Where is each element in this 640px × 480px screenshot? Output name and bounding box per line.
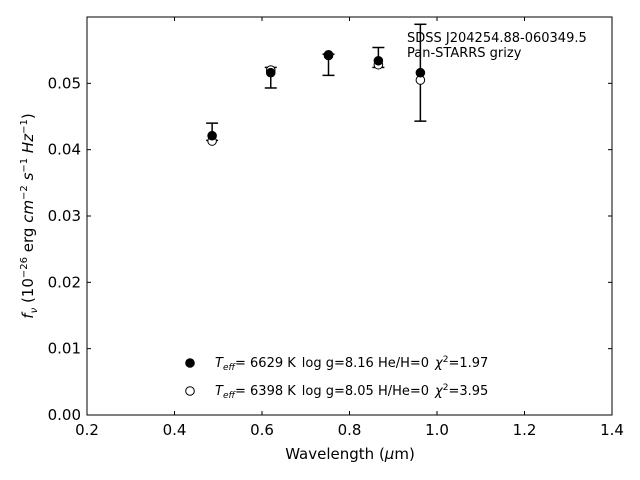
y-axis-label: fν (10−26 erg cm−2 s−1 Hz−1) [19, 113, 40, 318]
legend-open-marker [185, 386, 195, 396]
y-tick-label: 0.00 [48, 406, 81, 424]
legend-filled-marker [185, 358, 195, 368]
filled-model-point [373, 55, 384, 66]
filled-model-point [323, 50, 334, 61]
x-tick-label: 0.8 [338, 421, 362, 439]
x-tick-label: 0.6 [250, 421, 274, 439]
annotation-survey: Pan-STARRS grizy [407, 46, 522, 61]
axis-tick-labels: 0.2 0.4 0.6 0.8 1.0 1.2 1.4 0.00 0.01 0.02 0.03 0.0… [48, 74, 624, 439]
x-axis-label: Wavelength (μm) [285, 445, 415, 463]
y-tick-label: 0.02 [48, 273, 81, 291]
x-tick-label: 1.0 [425, 421, 449, 439]
filled-model-point [415, 67, 426, 78]
filled-model-point [265, 67, 276, 78]
data-markers [207, 50, 426, 146]
x-tick-label: 1.2 [513, 421, 537, 439]
plot-frame [86, 16, 613, 416]
y-tick-label: 0.05 [48, 74, 81, 92]
filled-model-point [207, 130, 217, 141]
x-tick-label: 1.4 [600, 421, 624, 439]
x-tick-label: 0.2 [75, 421, 99, 439]
y-tick-label: 0.04 [48, 141, 81, 159]
y-tick-label: 0.01 [48, 340, 81, 358]
annotation-object-name: SDSS J204254.88-060349.5 [407, 31, 587, 46]
x-tick-label: 0.4 [163, 421, 187, 439]
y-tick-label: 0.03 [48, 207, 81, 225]
